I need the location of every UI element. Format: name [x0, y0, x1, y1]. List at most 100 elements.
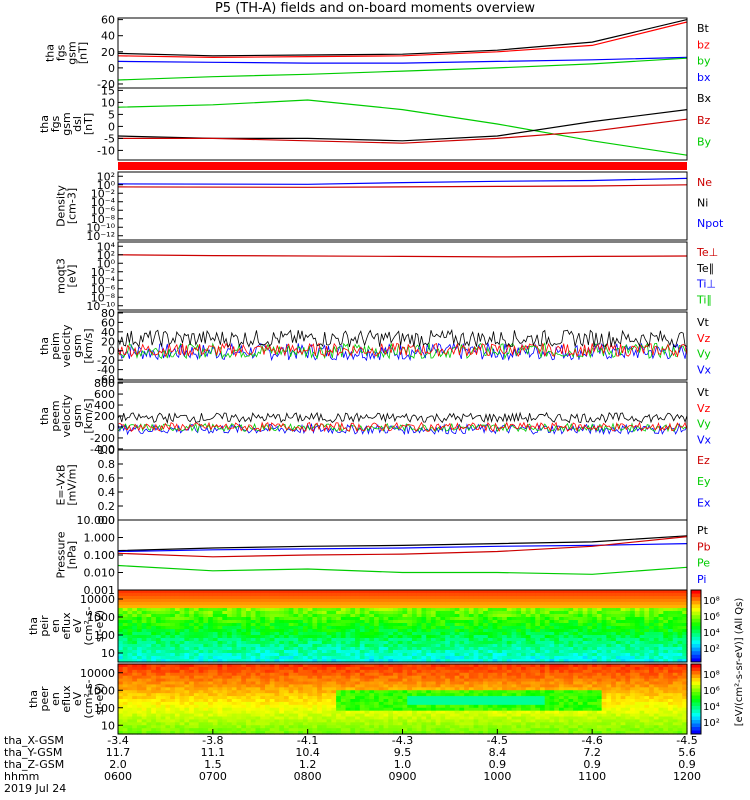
spectrogram-cell: [468, 656, 475, 660]
spectrogram-cell: [497, 605, 503, 609]
spectrogram-cell: [203, 653, 209, 657]
spectrogram-cell: [345, 650, 351, 654]
spectrogram-cell: [535, 623, 541, 627]
spectrogram-cell: [464, 664, 470, 668]
spectrogram-cell: [540, 653, 546, 657]
spectrogram-cell: [141, 626, 148, 630]
spectrogram-cell: [122, 590, 129, 594]
spectrogram-cell: [208, 690, 214, 694]
spectrogram-cell: [179, 632, 185, 636]
spectrogram-cell: [511, 611, 517, 615]
spectrogram-cell: [554, 602, 560, 606]
spectrogram-cell: [549, 614, 555, 618]
spectrogram-cell: [302, 669, 309, 674]
spectrogram-cell: [492, 623, 498, 627]
spectrogram-cell: [563, 614, 570, 618]
spectrogram-cell: [222, 725, 228, 729]
spectrogram-cell: [606, 617, 612, 621]
spectrogram-cell: [388, 653, 394, 657]
spectrogram-cell: [411, 696, 418, 700]
spectrogram-cell: [682, 650, 688, 654]
spectrogram-cell: [350, 650, 356, 654]
spectrogram-cell: [321, 623, 328, 627]
spectrogram-cell: [535, 596, 541, 600]
spectrogram-cell: [407, 684, 413, 688]
spectrogram-cell: [445, 602, 451, 606]
spectrogram-cell: [407, 728, 413, 732]
spectrogram-cell: [393, 672, 399, 677]
spectrogram-cell: [487, 699, 494, 703]
spectrogram-cell: [568, 614, 574, 618]
spectrogram-cell: [283, 620, 290, 624]
spectrogram-cell: [459, 710, 465, 715]
spectrogram-cell: [227, 647, 233, 651]
spectrogram-cell: [241, 614, 247, 618]
spectrogram-cell: [369, 632, 375, 636]
spectrogram-cell: [155, 644, 162, 648]
spectrogram-cell: [184, 623, 190, 627]
spectrogram-cell: [369, 693, 375, 697]
spectrogram-cell: [260, 669, 266, 674]
y-axis-label: tha: [27, 617, 40, 635]
spectrogram-cell: [369, 605, 375, 609]
spectrogram-cell: [464, 599, 470, 603]
spectrogram-cell: [497, 650, 503, 654]
spectrogram-cell: [478, 644, 484, 648]
spectrogram-cell: [227, 590, 233, 594]
spectrogram-cell: [288, 690, 295, 694]
spectrogram-cell: [264, 653, 271, 657]
spectrogram-cell: [345, 684, 351, 688]
spectrogram-cell: [440, 605, 446, 609]
spectrogram-cell: [473, 699, 479, 703]
spectrogram-cell: [388, 675, 394, 680]
spectrogram-cell: [525, 611, 532, 615]
spectrogram-cell: [549, 644, 555, 648]
spectrogram-cell: [118, 602, 124, 606]
spectrogram-cell: [563, 638, 570, 642]
spectrogram-cell: [478, 659, 484, 663]
spectrogram-cell: [449, 693, 456, 697]
spectrogram-cell: [473, 623, 479, 627]
spectrogram-cell: [568, 656, 574, 660]
spectrogram-cell: [577, 638, 584, 642]
spectrogram-cell: [198, 638, 204, 642]
spectrogram-cell: [544, 602, 551, 606]
spectrogram-cell: [264, 614, 271, 618]
spectrogram-cell: [473, 693, 479, 697]
spectrogram-cell: [274, 707, 280, 712]
spectrogram-cell: [208, 614, 214, 618]
spectrogram-cell: [355, 617, 361, 621]
spectrogram-cell: [468, 672, 475, 677]
spectrogram-cell: [649, 632, 655, 636]
spectrogram-cell: [174, 725, 181, 729]
spectrogram-cell: [426, 656, 432, 660]
spectrogram-cell: [407, 681, 413, 686]
spectrogram-cell: [653, 602, 660, 606]
spectrogram-cell: [573, 638, 579, 642]
spectrogram-cell: [483, 596, 489, 600]
y-tick-label: -200: [90, 432, 115, 445]
spectrogram-cell: [430, 638, 437, 642]
spectrogram-cell: [340, 617, 347, 621]
spectrogram-cell: [440, 687, 446, 691]
spectrogram-cell: [625, 647, 631, 651]
spectrogram-cell: [331, 699, 337, 703]
spectrogram-cell: [255, 678, 261, 683]
spectrogram-cell: [326, 605, 332, 609]
spectrogram-cell: [369, 626, 375, 630]
spectrogram-cell: [374, 701, 380, 706]
spectrogram-cell: [374, 605, 380, 609]
spectrogram-cell: [440, 599, 446, 603]
spectrogram-cell: [212, 605, 219, 609]
spectrogram-cell: [440, 704, 446, 709]
spectrogram-cell: [388, 725, 394, 729]
spectrogram-cell: [668, 641, 674, 645]
spectrogram-cell: [264, 669, 271, 674]
spectrogram-cell: [449, 701, 456, 706]
spectrogram-cell: [606, 647, 612, 651]
spectrogram-cell: [165, 681, 171, 686]
spectrogram-cell: [506, 632, 513, 636]
spectrogram-cell: [483, 653, 489, 657]
spectrogram-cell: [241, 687, 247, 691]
spectrogram-cell: [184, 696, 190, 700]
